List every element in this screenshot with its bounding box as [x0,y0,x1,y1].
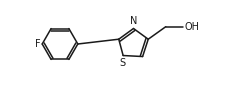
Text: S: S [119,58,125,68]
Text: OH: OH [184,22,200,32]
Text: F: F [35,39,40,49]
Text: N: N [130,16,137,26]
